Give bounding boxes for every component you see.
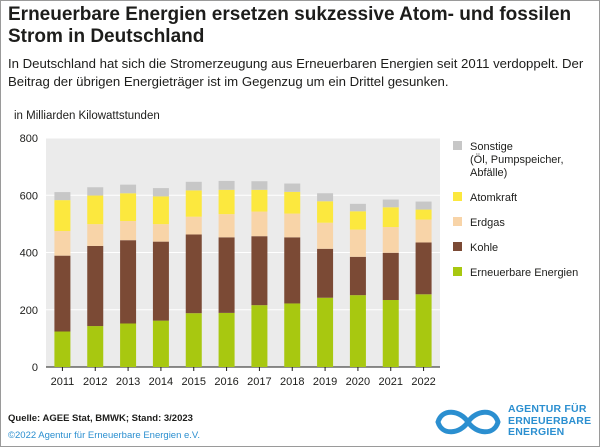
bar-segment-kohle-2019 (317, 248, 334, 298)
logo-text: AGENTUR FÜR ERNEUERBARE ENERGIEN (508, 403, 592, 439)
bar-segment-sonstige-2013 (120, 184, 137, 194)
bar-segment-atomkraft-2018 (284, 191, 301, 214)
y-tick-label: 0 (32, 362, 38, 374)
bar-segment-atomkraft-2013 (120, 193, 137, 222)
x-tick-label: 2019 (313, 376, 337, 388)
x-tick-label: 2017 (247, 376, 271, 388)
bar-segment-erneuerbare-2019 (317, 297, 334, 367)
bar-segment-erdgas-2021 (382, 227, 399, 253)
y-axis-label: in Milliarden Kilowattstunden (14, 110, 160, 122)
bar-segment-erdgas-2019 (317, 222, 334, 249)
logo-line-1: AGENTUR FÜR (508, 403, 587, 415)
x-tick-label: 2014 (149, 376, 173, 388)
bar-segment-sonstige-2012 (87, 187, 104, 196)
x-tick-label: 2012 (83, 376, 107, 388)
x-tick-label: 2021 (379, 376, 403, 388)
infinity-icon (435, 409, 501, 435)
bar-segment-kohle-2017 (251, 236, 268, 306)
y-tick-label: 800 (20, 133, 38, 145)
bar-segment-erneuerbare-2021 (382, 300, 399, 367)
bar-segment-erdgas-2013 (120, 221, 137, 241)
legend-swatch-kohle (453, 242, 462, 251)
bar-segment-atomkraft-2017 (251, 189, 268, 212)
bar-segment-sonstige-2015 (185, 181, 202, 191)
x-tick-label: 2013 (116, 376, 140, 388)
bar-segment-kohle-2020 (349, 256, 366, 296)
chart-title: Erneuerbare Energien ersetzen sukzessive… (8, 4, 572, 47)
bar-segment-atomkraft-2016 (218, 189, 235, 215)
bar-segment-atomkraft-2020 (349, 211, 366, 230)
x-tick-label: 2016 (214, 376, 238, 388)
bar-segment-erneuerbare-2012 (87, 326, 104, 367)
bar-segment-erneuerbare-2017 (251, 305, 268, 367)
bar-segment-atomkraft-2012 (87, 195, 104, 225)
bar-segment-kohle-2022 (415, 242, 432, 295)
bar-segment-sonstige-2019 (317, 193, 334, 202)
chart-subtitle: In Deutschland hat sich die Stromerzeugu… (8, 56, 584, 89)
copyright-note: ©2022 Agentur für Erneuerbare Energien e… (8, 430, 201, 441)
bar-segment-kohle-2012 (87, 245, 104, 327)
bar-segment-sonstige-2016 (218, 180, 235, 190)
legend-swatch-atomkraft (453, 192, 462, 201)
bar-segment-atomkraft-2014 (152, 196, 169, 225)
y-tick-label: 400 (20, 248, 38, 260)
legend-label-erdgas: Erdgas (470, 217, 505, 229)
bar-segment-erneuerbare-2015 (185, 313, 202, 367)
bar-segment-atomkraft-2015 (185, 190, 202, 217)
x-tick-label: 2022 (411, 376, 435, 388)
bar-segment-erdgas-2022 (415, 219, 432, 243)
bar-segment-erdgas-2012 (87, 224, 104, 246)
bar-segment-atomkraft-2019 (317, 201, 334, 223)
y-tick-label: 600 (20, 190, 38, 202)
bar-segment-erdgas-2015 (185, 216, 202, 235)
bar-segment-kohle-2016 (218, 237, 235, 313)
bar-segment-atomkraft-2021 (382, 207, 399, 228)
legend-label-atomkraft: Atomkraft (470, 192, 517, 204)
bar-segment-erdgas-2014 (152, 224, 169, 242)
logo-line-3: ENERGIEN (508, 426, 565, 438)
legend-swatch-erneuerbare (453, 267, 462, 276)
bar-segment-erneuerbare-2014 (152, 320, 169, 367)
bar-segment-erdgas-2020 (349, 229, 366, 257)
bar-segment-sonstige-2020 (349, 203, 366, 212)
bar-segment-erdgas-2017 (251, 211, 268, 237)
bar-segment-sonstige-2018 (284, 183, 301, 192)
legend-label-kohle: Kohle (470, 242, 498, 254)
bar-segment-erneuerbare-2013 (120, 323, 137, 367)
legend-swatch-erdgas (453, 217, 462, 226)
bar-segment-kohle-2014 (152, 241, 169, 321)
bar-segment-kohle-2021 (382, 252, 399, 301)
bar-segment-erneuerbare-2011 (54, 331, 71, 367)
source-note: Quelle: AGEE Stat, BMWK; Stand: 3/2023 (8, 413, 193, 424)
legend-label-sonstige: Sonstige (Öl, Pumpspeicher, Abfälle) (470, 141, 564, 179)
bar-segment-erneuerbare-2022 (415, 294, 432, 367)
x-tick-label: 2015 (182, 376, 206, 388)
bar-segment-atomkraft-2011 (54, 200, 71, 232)
x-tick-label: 2018 (280, 376, 304, 388)
bar-segment-erdgas-2018 (284, 213, 301, 238)
bar-segment-kohle-2018 (284, 237, 301, 304)
aee-logo: AGENTUR FÜR ERNEUERBARE ENERGIEN (432, 402, 597, 442)
bar-segment-kohle-2013 (120, 240, 137, 324)
bar-segment-sonstige-2011 (54, 192, 71, 201)
y-tick-label: 200 (20, 305, 38, 317)
bar-segment-sonstige-2021 (382, 199, 399, 208)
bar-segment-erneuerbare-2016 (218, 312, 235, 367)
bar-segment-sonstige-2014 (152, 188, 169, 197)
bar-segment-erdgas-2011 (54, 231, 71, 256)
x-tick-label: 2011 (51, 376, 75, 388)
bar-segment-kohle-2011 (54, 255, 71, 332)
bar-segment-erdgas-2016 (218, 214, 235, 238)
logo-line-2: ERNEUERBARE (508, 414, 592, 427)
x-tick-label: 2020 (346, 376, 370, 388)
bar-segment-kohle-2015 (185, 234, 202, 314)
bar-segment-erneuerbare-2018 (284, 303, 301, 367)
bar-segment-sonstige-2017 (251, 181, 268, 190)
bar-segment-sonstige-2022 (415, 201, 432, 210)
legend-swatch-sonstige (453, 141, 462, 150)
bar-segment-erneuerbare-2020 (349, 295, 366, 367)
bar-segment-atomkraft-2022 (415, 209, 432, 220)
legend-label-erneuerbare: Erneuerbare Energien (470, 267, 578, 279)
